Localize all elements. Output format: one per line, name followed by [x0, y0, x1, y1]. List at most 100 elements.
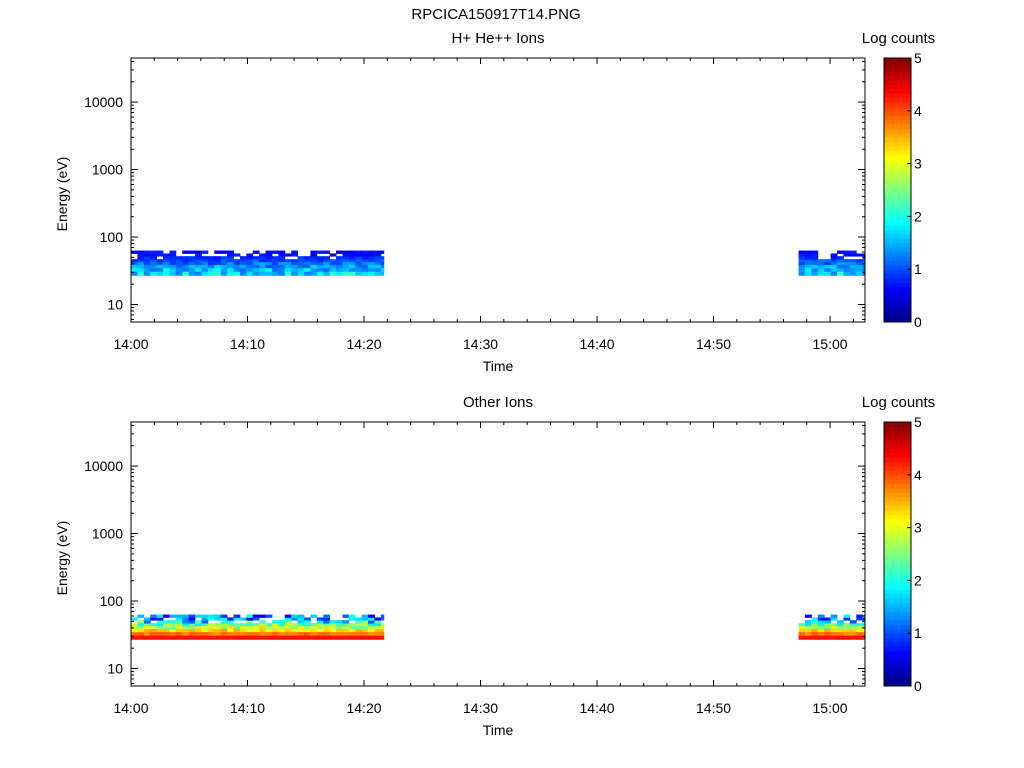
spectrogram-cell: [220, 625, 228, 629]
spectrogram-cell: [214, 250, 222, 254]
spectrogram-cell: [355, 261, 363, 265]
spectrogram-cell: [297, 631, 305, 636]
spectrogram-cell: [175, 271, 183, 276]
spectrogram-cell: [323, 250, 331, 254]
spectrogram-cell: [843, 617, 851, 621]
spectrogram-cell: [201, 250, 209, 254]
spectrogram-cell: [849, 623, 857, 627]
spectrogram-cell: [131, 259, 138, 263]
spectrogram-cell: [856, 617, 864, 621]
spectrogram-cell: [239, 267, 247, 272]
colorbar-segment: [884, 66, 911, 72]
spectrogram-cell: [271, 259, 279, 263]
spectrogram-cell: [843, 625, 851, 629]
spectrogram-cell: [246, 631, 254, 636]
colorbar-segment: [884, 137, 911, 143]
spectrogram-cell: [310, 253, 318, 257]
spectrogram-cell: [361, 264, 369, 269]
spectrogram-cell: [355, 635, 363, 640]
spectrogram-cell: [252, 617, 260, 621]
spectrogram-cell: [291, 614, 299, 618]
spectrogram-cell: [817, 628, 825, 633]
x-tick-label: 14:50: [696, 700, 731, 716]
spectrogram-cell: [329, 628, 337, 633]
spectrogram-cell: [817, 614, 825, 618]
spectrogram-cell: [265, 259, 273, 263]
colorbar-segment: [884, 571, 911, 577]
spectrogram-cell: [310, 259, 318, 263]
spectrogram-cell: [137, 253, 145, 257]
spectrogram-cell: [368, 617, 375, 621]
spectrogram-cell: [156, 623, 164, 627]
spectrogram-cell: [227, 623, 234, 627]
colorbar-segment: [884, 664, 911, 669]
spectrogram-cell: [368, 614, 375, 618]
x-tick-label: 14:40: [580, 336, 615, 352]
spectrogram-cell: [380, 261, 385, 265]
spectrogram-cell: [214, 267, 222, 272]
colorbar-segment: [884, 646, 911, 652]
spectrogram-cell: [278, 631, 286, 636]
colorbar-tick-label: 3: [914, 520, 922, 536]
spectrogram-cell: [163, 259, 170, 263]
spectrogram-cell: [291, 267, 299, 272]
spectrogram-cell: [220, 259, 228, 263]
colorbar-segment: [884, 264, 911, 270]
spectrogram-cell: [175, 623, 183, 627]
spectrogram-cell: [856, 259, 864, 263]
spectrogram-cell: [156, 620, 164, 624]
colorbar-segment: [884, 220, 911, 226]
colorbar-segment: [884, 317, 911, 323]
spectrogram-cell: [143, 625, 151, 629]
spectrogram-cell: [195, 623, 202, 627]
spectrogram-cell: [849, 264, 857, 269]
spectrogram-cell: [259, 253, 266, 257]
spectrogram-cell: [374, 625, 382, 629]
spectrogram-cell: [342, 635, 350, 640]
spectrogram-cell: [188, 271, 196, 276]
spectrogram-cell: [304, 625, 311, 629]
colorbar-segment: [884, 532, 911, 537]
spectrogram-cell: [805, 625, 812, 629]
spectrogram-cell: [368, 264, 375, 269]
spectrogram-cell: [336, 250, 343, 254]
spectrogram-cell: [227, 628, 234, 633]
spectrogram-cell: [227, 253, 234, 257]
spectrogram-cell: [201, 631, 209, 636]
colorbar-segment: [884, 115, 911, 121]
colorbar-segment: [884, 128, 911, 134]
spectrogram-cell: [348, 250, 356, 254]
spectrogram-cell: [233, 631, 241, 636]
spectrogram-cell: [220, 264, 228, 269]
spectrogram-cell: [355, 253, 363, 257]
colorbar-segment: [884, 286, 911, 292]
spectrogram-cell: [150, 271, 158, 276]
spectrogram-cell: [246, 620, 254, 624]
spectrogram-cell: [849, 625, 857, 629]
spectrogram-cell: [150, 617, 158, 621]
spectrogram-cell: [368, 623, 375, 627]
colorbar-segment: [884, 589, 911, 595]
spectrogram-cell: [227, 617, 234, 621]
spectrogram-cell: [291, 259, 299, 263]
spectrogram-cell: [798, 259, 806, 263]
spectrogram-cell: [252, 625, 260, 629]
spectrogram-cell: [131, 631, 138, 636]
spectrogram-cell: [304, 259, 311, 263]
x-tick-label: 14:10: [230, 336, 265, 352]
spectrogram-cell: [214, 635, 222, 640]
spectrogram-cell: [304, 264, 311, 269]
spectrogram-cell: [310, 267, 318, 272]
spectrogram-cell: [137, 261, 145, 265]
spectrogram-cell: [163, 635, 170, 640]
spectrogram-cell: [265, 631, 273, 636]
spectrogram-cell: [297, 256, 305, 260]
spectrogram-cell: [837, 250, 844, 254]
spectrogram-cell: [195, 267, 202, 272]
spectrogram-cell: [374, 253, 382, 257]
spectrogram-cell: [207, 261, 215, 265]
spectrogram-cell: [304, 261, 311, 265]
spectrogram-cell: [214, 259, 222, 263]
spectrogram-cell: [374, 617, 382, 621]
spectrogram-cell: [329, 253, 337, 257]
